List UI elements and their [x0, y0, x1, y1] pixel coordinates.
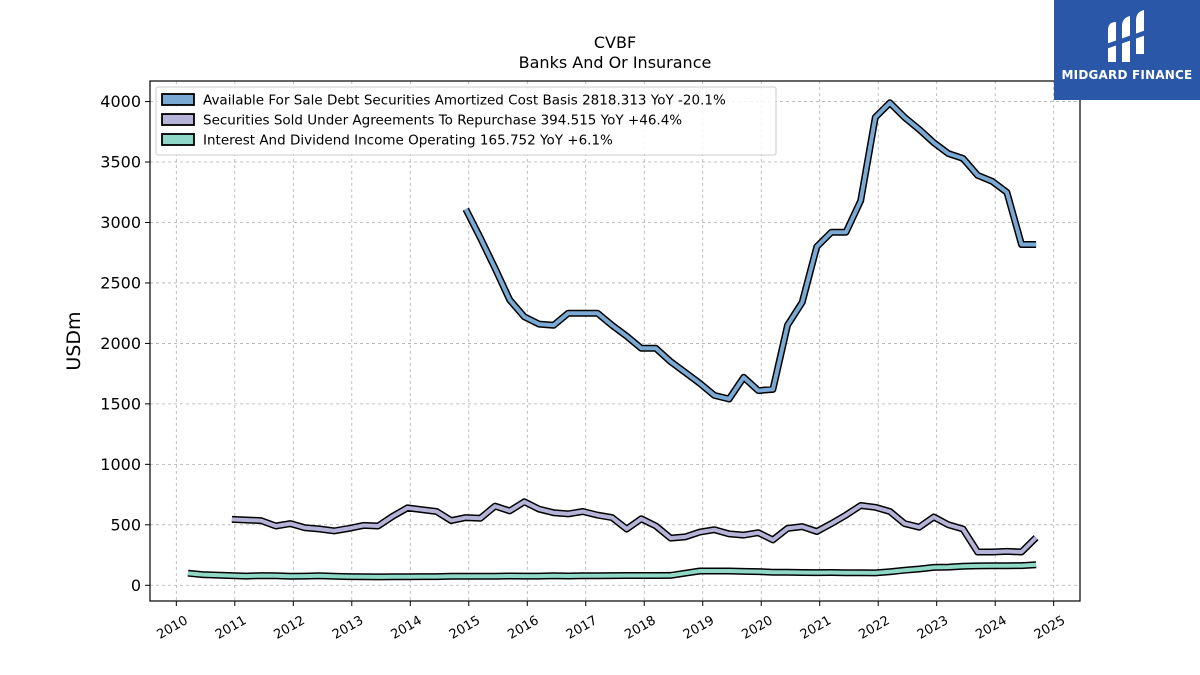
chart-title: CVBF: [594, 33, 636, 52]
legend-entry: Securities Sold Under Agreements To Repu…: [203, 113, 682, 129]
x-tick-label: 2025: [1032, 613, 1068, 643]
series-0: [462, 99, 1037, 403]
x-tick-label: 2012: [271, 613, 307, 643]
logo-mark-icon: [1106, 10, 1146, 62]
y-tick-label: 2500: [100, 273, 141, 292]
legend-swatch: [161, 133, 195, 146]
legend-swatch: [161, 93, 195, 106]
x-tick-label: 2015: [447, 613, 483, 643]
y-tick-label: 1000: [100, 455, 141, 474]
x-tick-label: 2010: [154, 613, 190, 643]
y-axis: 0 500 1000 1500 2000 2500 3000 3500 4000: [100, 92, 150, 595]
x-tick-label: 2019: [681, 613, 717, 643]
x-tick-label: 2017: [564, 613, 600, 643]
y-tick-label: 1500: [100, 394, 141, 413]
brand-logo: MIDGARD FINANCE: [1054, 0, 1200, 100]
y-tick-label: 4000: [100, 92, 141, 111]
y-axis-label: USDm: [63, 311, 85, 370]
x-tick-label: 2021: [798, 613, 834, 643]
y-tick-label: 2000: [100, 334, 141, 353]
x-tick-label: 2014: [388, 613, 424, 643]
series-layer: [187, 99, 1039, 581]
series-line: [464, 100, 1037, 401]
x-tick-label: 2024: [973, 613, 1009, 643]
series-1: [231, 498, 1039, 556]
series-line: [231, 499, 1038, 554]
legend-box: [155, 86, 777, 156]
x-tick-label: 2020: [739, 613, 775, 643]
legend-entry: Available For Sale Debt Securities Amort…: [203, 93, 726, 109]
x-tick-label: 2018: [622, 613, 658, 643]
logo-text: MIDGARD FINANCE: [1061, 68, 1193, 82]
x-axis: 2010 2011 2012 2013 2014 2015 2016 2017 2018 2019…: [154, 601, 1068, 643]
x-tick-label: 2022: [856, 613, 892, 643]
legend-swatch: [161, 113, 195, 126]
x-tick-label: 2011: [213, 613, 249, 643]
y-tick-label: 3000: [100, 213, 141, 232]
x-tick-label: 2013: [330, 613, 366, 643]
legend-entry: Interest And Dividend Income Operating 1…: [203, 133, 613, 149]
series-line: [187, 562, 1037, 579]
plot-frame: [149, 80, 1081, 602]
x-tick-label: 2016: [505, 613, 541, 643]
series-2: [187, 561, 1037, 581]
y-tick-label: 500: [110, 515, 141, 534]
x-tick-label: 2023: [915, 613, 951, 643]
chart-subtitle: Banks And Or Insurance: [519, 53, 712, 72]
y-tick-label: 3500: [100, 153, 141, 172]
y-tick-label: 0: [131, 576, 141, 595]
legend: Available For Sale Debt Securities Amort…: [155, 86, 777, 156]
